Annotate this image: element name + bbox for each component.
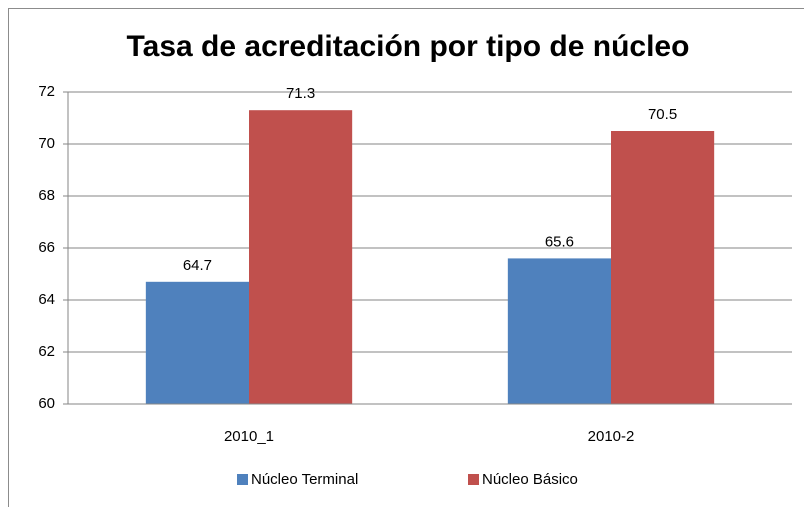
bar (249, 110, 353, 404)
bar (145, 281, 249, 404)
chart-title: Tasa de acreditación por tipo de núcleo (127, 30, 690, 63)
y-tick-label: 68 (38, 187, 55, 204)
legend-label: Núcleo Básico (482, 471, 578, 488)
legend-swatch (468, 474, 479, 485)
y-tick-label: 70 (38, 135, 55, 152)
x-tick-label: 2010-2 (588, 428, 635, 445)
y-tick-label: 72 (38, 83, 55, 100)
data-label: 71.3 (286, 85, 315, 102)
data-label: 70.5 (648, 106, 677, 123)
y-tick-label: 64 (38, 291, 55, 308)
data-label: 65.6 (545, 233, 574, 250)
legend-label: Núcleo Terminal (251, 471, 358, 488)
data-label: 64.7 (183, 257, 212, 274)
y-tick-label: 66 (38, 239, 55, 256)
legend-swatch (237, 474, 248, 485)
bar (507, 258, 611, 404)
y-tick-label: 60 (38, 395, 55, 412)
bar (611, 131, 715, 404)
y-tick-label: 62 (38, 343, 55, 360)
x-tick-label: 2010_1 (224, 428, 274, 445)
